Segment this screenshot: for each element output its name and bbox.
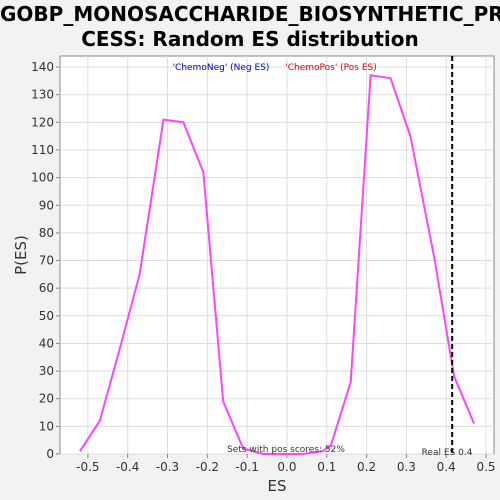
y-tick-label: 60 xyxy=(39,281,54,295)
y-tick-label: 0 xyxy=(46,447,54,461)
y-axis-ticks: 0 10 20 30 40 50 60 70 80 90 100 110 120 130 140 xyxy=(31,60,60,461)
y-tick-label: 130 xyxy=(31,88,54,102)
x-axis-label: ES xyxy=(268,477,287,495)
x-tick-label: 0.1 xyxy=(317,460,336,474)
y-tick-label: 110 xyxy=(31,143,54,157)
x-tick-label: -0.5 xyxy=(76,460,99,474)
x-tick-label: 0.3 xyxy=(397,460,416,474)
chart-title-line-1: GOBP_MONOSACCHARIDE_BIOSYNTHETIC_PRO xyxy=(0,2,500,26)
y-tick-label: 20 xyxy=(39,392,54,406)
x-tick-label: -0.4 xyxy=(116,460,139,474)
x-tick-label: 0.0 xyxy=(277,460,296,474)
x-tick-label: 0.5 xyxy=(476,460,495,474)
plot-area xyxy=(59,55,495,455)
y-tick-label: 100 xyxy=(31,171,54,185)
x-tick-label: 0.4 xyxy=(437,460,456,474)
chart-title-line-2: CESS: Random ES distribution xyxy=(81,27,419,51)
x-axis-ticks: -0.5 -0.4 -0.3 -0.2 -0.1 0.0 0.1 0.2 0.3 0.4 0.5 xyxy=(76,454,496,474)
y-tick-label: 90 xyxy=(39,198,54,212)
x-tick-label: 0.2 xyxy=(357,460,376,474)
y-tick-label: 50 xyxy=(39,309,54,323)
y-tick-label: 120 xyxy=(31,115,54,129)
y-tick-label: 40 xyxy=(39,336,54,350)
x-tick-label: -0.3 xyxy=(156,460,179,474)
y-tick-label: 30 xyxy=(39,364,54,378)
y-axis-label: P(ES) xyxy=(12,235,30,275)
pos-score-annotation: Sets with pos scores: 52% xyxy=(227,445,345,455)
y-tick-label: 10 xyxy=(39,419,54,433)
y-tick-label: 80 xyxy=(39,226,54,240)
real-es-label: Real ES 0.4 xyxy=(422,448,473,458)
y-tick-label: 70 xyxy=(39,254,54,268)
legend-neg-es: 'ChemoNeg' (Neg ES) xyxy=(173,63,270,73)
legend-pos-es: 'ChemoPos' (Pos ES) xyxy=(285,63,377,73)
random-es-series-line xyxy=(79,74,476,455)
x-tick-label: -0.2 xyxy=(196,460,219,474)
x-tick-label: -0.1 xyxy=(235,460,258,474)
y-tick-label: 140 xyxy=(31,60,54,74)
